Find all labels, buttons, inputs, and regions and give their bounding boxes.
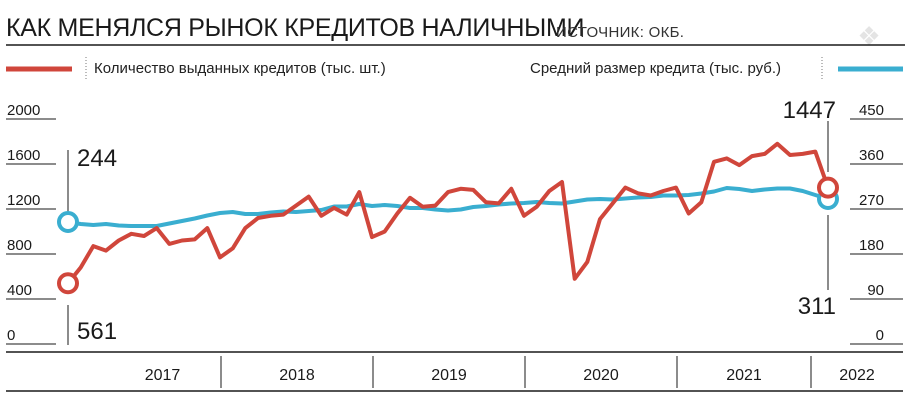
y-right-tick-label: 360 <box>859 147 884 164</box>
series-line-count <box>66 141 830 286</box>
annotation-label: 561 <box>77 318 117 345</box>
y-right-tick-label: 270 <box>859 192 884 209</box>
series-line-size <box>66 186 830 228</box>
x-tick-label: 2022 <box>839 367 875 384</box>
series-count-end-marker <box>817 176 839 199</box>
x-tick-label: 2021 <box>726 367 762 384</box>
y-right-tick-label: 0 <box>876 327 884 344</box>
x-tick-label: 2018 <box>279 367 315 384</box>
x-tick-label: 2019 <box>431 367 467 384</box>
y-right-tick-label: 90 <box>867 282 884 299</box>
y-left-tick-label: 0 <box>7 327 15 344</box>
source-note: ИСТОЧНИК: ОКБ. <box>556 24 685 41</box>
y-left-tick-label: 1200 <box>7 192 40 209</box>
chart-title: КАК МЕНЯЛСЯ РЫНОК КРЕДИТОВ НАЛИЧНЫМИ <box>6 14 585 42</box>
y-left-tick-label: 800 <box>7 237 32 254</box>
legend-label-size: Средний размер кредита (тыс. руб.) <box>530 60 782 77</box>
y-left-tick-label: 2000 <box>7 102 40 119</box>
series-size-start-marker <box>57 211 79 233</box>
legend-label-count: Количество выданных кредитов (тыс. шт.) <box>94 60 386 77</box>
x-tick-label: 2020 <box>583 367 619 384</box>
annotation-label: 244 <box>77 145 117 172</box>
y-left-tick-label: 400 <box>7 282 32 299</box>
series-count-start-marker <box>57 272 79 295</box>
y-right-tick-label: 180 <box>859 237 884 254</box>
y-right-tick-label: 450 <box>859 102 884 119</box>
x-tick-label: 2017 <box>145 367 181 384</box>
annotation-label: 1447 <box>783 97 836 124</box>
annotation-label: 311 <box>798 293 836 320</box>
y-left-tick-label: 1600 <box>7 147 40 164</box>
